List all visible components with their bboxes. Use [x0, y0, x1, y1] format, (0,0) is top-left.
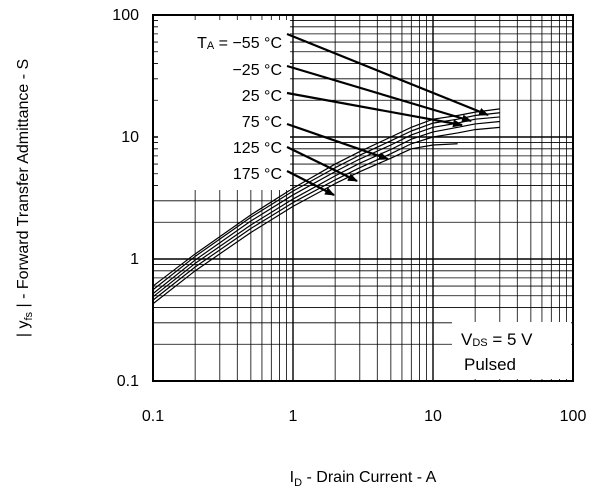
series-line-4: [152, 126, 500, 301]
y-tick-label: 100: [112, 7, 139, 24]
x-tick-label: 0.1: [142, 408, 164, 425]
series-line-0: [152, 108, 500, 287]
series-label-175: 175 °C: [233, 166, 282, 183]
y-tick-label: 0.1: [117, 373, 139, 390]
series-name: −55 °C: [232, 35, 282, 52]
x-tick-label: 10: [424, 408, 442, 425]
arrow-neg55: [286, 32, 489, 117]
y-axis-title-rest: | - Forward Transfer Admittance - S: [15, 59, 32, 312]
x-axis-title-sub: D: [294, 477, 302, 489]
legend-prefix-sub: A: [207, 40, 215, 52]
conditions-vds-sub: DS: [472, 337, 487, 349]
y-axis-title-pre: | y: [15, 321, 32, 338]
x-tick-label: 100: [560, 408, 587, 425]
series-label-neg55: TA = −55 °C: [197, 35, 282, 52]
y-tick-labels: 100 10 1 0.1: [112, 7, 139, 390]
temperature-labels: TA = −55 °C −25 °C 25 °C 75 °C 125 °C 17…: [197, 35, 282, 183]
legend-prefix-main: T: [197, 35, 207, 52]
x-tick-label: 1: [289, 408, 298, 425]
series-label-neg25: −25 °C: [232, 62, 282, 79]
series-label-25: 25 °C: [242, 88, 282, 105]
conditions-box-bg: [452, 322, 571, 379]
y-axis-title: | yfs | - Forward Transfer Admittance - …: [15, 59, 35, 337]
annotation-arrows: [286, 32, 489, 196]
conditions-vds-rest: = 5 V: [488, 330, 534, 349]
arrow-25: [286, 91, 463, 128]
conditions-vds: VDS = 5 V: [461, 330, 533, 349]
legend-prefix-rest: =: [214, 35, 232, 52]
arrow-125: [286, 146, 358, 182]
y-tick-label: 1: [130, 251, 139, 268]
arrow-175: [286, 170, 335, 196]
arrow-neg25: [286, 64, 472, 123]
conditions-box: VDS = 5 V Pulsed: [452, 322, 571, 379]
conditions-pulsed: Pulsed: [464, 355, 516, 374]
x-axis-title-rest: - Drain Current - A: [302, 469, 437, 486]
plot-frame: [152, 14, 574, 382]
conditions-vds-main: V: [461, 330, 473, 349]
series-label-75: 75 °C: [242, 114, 282, 131]
arrow-75: [286, 122, 389, 161]
x-axis-title-main: I: [290, 469, 294, 486]
series-label-125: 125 °C: [233, 140, 282, 157]
x-tick-labels: 0.1 1 10 100: [142, 408, 587, 425]
x-axis-title: ID - Drain Current - A: [290, 469, 437, 489]
y-axis-title-sub: fs: [23, 311, 35, 320]
label-mask: [158, 20, 290, 190]
y-tick-label: 10: [121, 129, 139, 146]
